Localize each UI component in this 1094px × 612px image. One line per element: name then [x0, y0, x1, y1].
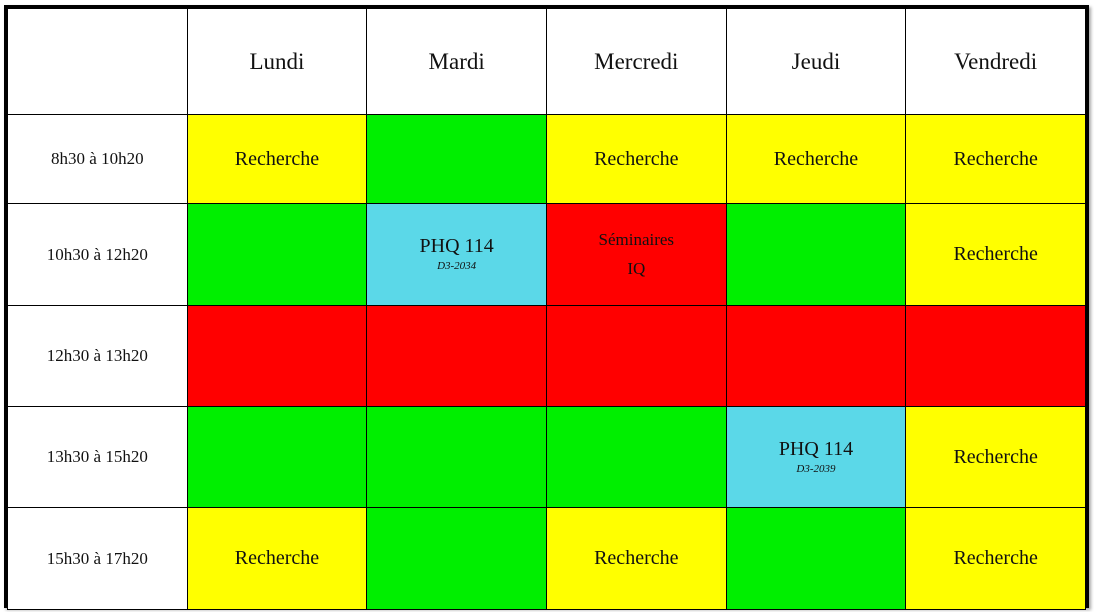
cell-blocked [725, 305, 907, 407]
cell-label: Recherche [234, 547, 320, 569]
cell-recherche: Recherche [186, 114, 368, 204]
cell-free [366, 406, 547, 508]
cell-recherche: Recherche [905, 406, 1086, 508]
time-slot-label: 13h30 à 15h20 [7, 406, 188, 508]
cell-free [366, 507, 547, 610]
cell-label: Recherche [234, 147, 320, 170]
seminar-label-line2: IQ [627, 258, 646, 278]
cell-recherche: Recherche [905, 507, 1086, 610]
cell-free [186, 203, 368, 306]
cell-free [545, 406, 727, 508]
cell-label: Recherche [953, 243, 1038, 265]
cell-free [366, 114, 547, 204]
cell-course: PHQ 114 D3-2039 [725, 406, 907, 508]
cell-blocked [905, 305, 1086, 407]
cell-label: Recherche [594, 547, 679, 569]
cell-free [725, 203, 907, 306]
cell-recherche: Recherche [905, 203, 1086, 306]
header-row: Lundi Mardi Mercredi Jeudi Vendredi [7, 8, 1086, 115]
cell-seminar: Séminaires IQ [545, 203, 727, 306]
time-slot-label: 8h30 à 10h20 [7, 114, 188, 204]
cell-blocked [545, 305, 727, 407]
cell-recherche: Recherche [725, 114, 907, 204]
cell-label: Recherche [953, 147, 1038, 170]
cell-label: Recherche [773, 147, 859, 170]
cell-blocked [186, 305, 368, 407]
cell-recherche: Recherche [545, 114, 727, 204]
schedule-frame: Lundi Mardi Mercredi Jeudi Vendredi 8h30… [4, 5, 1089, 610]
cell-recherche: Recherche [905, 114, 1086, 204]
cell-free [186, 406, 368, 508]
day-header-jeudi: Jeudi [725, 8, 907, 115]
cell-free [725, 507, 907, 610]
cell-label: Recherche [953, 547, 1038, 569]
table-row: 10h30 à 12h20 PHQ 114 D3-2034 Séminaires… [7, 203, 1086, 306]
cell-recherche: Recherche [545, 507, 727, 610]
day-header-vendredi: Vendredi [905, 8, 1086, 115]
cell-recherche: Recherche [186, 507, 368, 610]
weekly-schedule-table: Lundi Mardi Mercredi Jeudi Vendredi 8h30… [7, 8, 1086, 610]
table-row: 13h30 à 15h20 PHQ 114 D3-2039 Recherche [7, 406, 1086, 508]
day-header-mardi: Mardi [366, 8, 547, 115]
time-slot-label: 10h30 à 12h20 [7, 203, 188, 306]
table-row: 8h30 à 10h20 Recherche Recherche Recherc… [7, 114, 1086, 204]
day-header-mercredi: Mercredi [545, 8, 727, 115]
course-code: PHQ 114 [419, 235, 494, 258]
course-code: PHQ 114 [778, 437, 854, 460]
cell-blocked [366, 305, 547, 407]
corner-cell [7, 8, 188, 115]
time-slot-label: 15h30 à 17h20 [7, 507, 188, 610]
seminar-label-line1: Séminaires [598, 230, 675, 250]
table-row: 15h30 à 17h20 Recherche Recherche Recher… [7, 507, 1086, 610]
time-slot-label: 12h30 à 13h20 [7, 305, 188, 407]
day-header-lundi: Lundi [186, 8, 368, 115]
table-row: 12h30 à 13h20 [7, 305, 1086, 407]
cell-course: PHQ 114 D3-2034 [366, 203, 547, 306]
cell-label: Recherche [953, 445, 1038, 468]
course-room: D3-2034 [437, 260, 477, 273]
cell-label: Recherche [594, 147, 679, 170]
course-room: D3-2039 [796, 462, 836, 475]
